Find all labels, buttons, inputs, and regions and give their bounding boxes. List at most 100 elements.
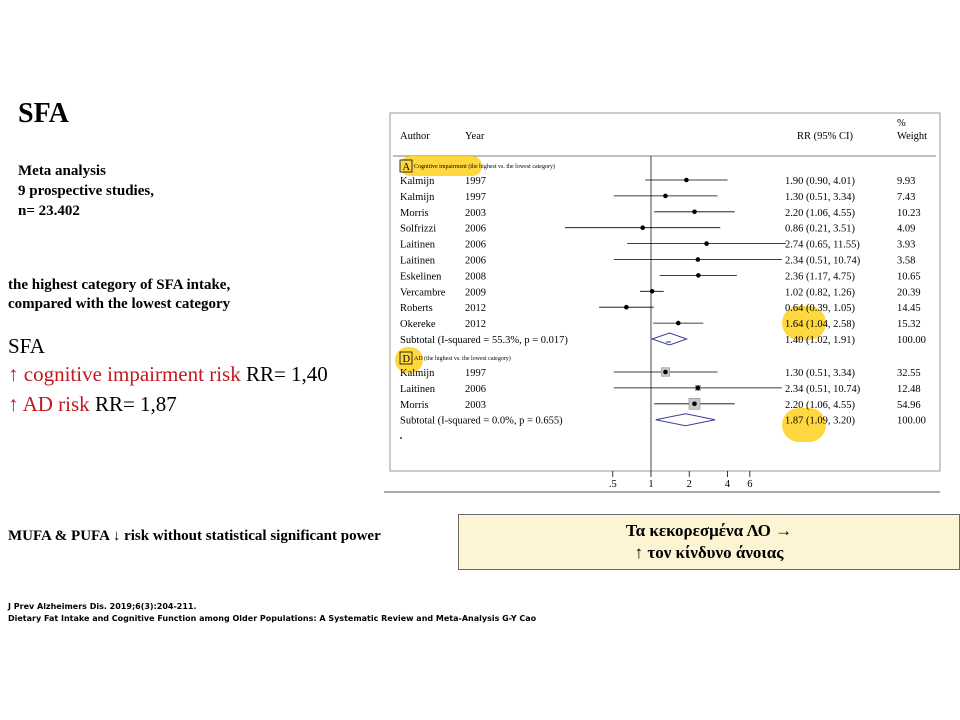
highlight-subtotal-d [782, 408, 826, 442]
col-author-header: Author [400, 131, 430, 142]
study-weight: 14.45 [897, 303, 921, 314]
col-weight-header-2: Weight [897, 131, 927, 142]
study-author: Eskelinen [400, 271, 442, 282]
group-label: Cognitive impairment (the highest vs. th… [414, 163, 555, 170]
study-year: 2003 [465, 208, 486, 219]
highlight-group-a [400, 156, 482, 176]
col-weight-header-1: % [897, 118, 906, 129]
study-ci: 1.02 (0.82, 1.26) [785, 287, 855, 298]
subtotal-ci: 1.40 (1.02, 1.91) [785, 335, 855, 346]
slide-title: SFA [18, 98, 69, 129]
study-point [704, 241, 709, 246]
result-cognitive: ↑ cognitive impairment risk RR= 1,40 [8, 362, 328, 387]
study-author: Kalmijn [400, 176, 435, 187]
study-point [695, 257, 701, 262]
group-d-dot [400, 437, 402, 439]
study-point [675, 320, 681, 326]
meta-line-2: 9 prospective studies, [18, 183, 154, 199]
study-ci: 2.20 (1.06, 4.55) [785, 400, 855, 411]
study-year: 2006 [465, 240, 486, 251]
study-weight: 32.55 [897, 368, 921, 379]
study-author: Solfrizzi [400, 224, 436, 235]
study-ci: 2.34 (0.51, 10.74) [785, 256, 861, 267]
study-point [649, 289, 655, 294]
x-tick-label: 2 [687, 479, 692, 490]
study-point [695, 385, 701, 391]
reference-journal: J Prev Alzheimers Dis. 2019;6(3):204-211… [8, 602, 197, 611]
study-ci: 2.74 (0.65, 11.55) [785, 240, 860, 251]
x-tick-label: 6 [747, 479, 752, 490]
study-point [696, 273, 701, 278]
x-tick-label: 1 [648, 479, 653, 490]
study-ci: 1.90 (0.90, 4.01) [785, 176, 855, 187]
study-weight: 10.65 [897, 271, 921, 282]
group-label: AD (the highest vs. the lowest category) [414, 355, 511, 362]
result-ad-value: RR= 1,87 [89, 392, 177, 416]
study-ci: 2.36 (1.17, 4.75) [785, 271, 855, 282]
group-letter: A [403, 162, 411, 173]
result-cognitive-value: RR= 1,40 [240, 362, 328, 386]
summary-box: Τα κεκορεσμένα ΛΟ → ↑ τον κίνδυνο άνοιας [458, 514, 960, 570]
result-cognitive-arrow: ↑ [8, 362, 19, 386]
study-author: Laitinen [400, 240, 436, 251]
x-tick-label: 4 [725, 479, 731, 490]
reference-title: Dietary Fat Intake and Cognitive Functio… [8, 614, 537, 623]
subtotal-ci: 1.87 (1.09, 3.20) [785, 416, 855, 427]
result-heading: SFA [8, 334, 45, 358]
study-weight: 9.93 [897, 176, 915, 187]
study-ci: 1.30 (0.51, 3.34) [785, 368, 855, 379]
study-point [640, 225, 645, 230]
study-year: 1997 [465, 368, 486, 379]
study-year: 2012 [465, 319, 486, 330]
subtotal-diamond [655, 413, 716, 427]
study-weight: 3.58 [897, 256, 915, 267]
study-weight: 12.48 [897, 384, 921, 395]
plot-frame [389, 112, 941, 472]
study-weight: 54.96 [897, 400, 921, 411]
study-weight: 4.09 [897, 224, 915, 235]
meta-line-1: Meta analysis [18, 163, 106, 179]
result-cognitive-label: cognitive impairment risk [23, 362, 241, 386]
subtotal-weight: 100.00 [897, 335, 926, 346]
summary-line-2: ↑ τον κίνδυνο άνοιας [634, 543, 784, 562]
group-letter-box [399, 159, 413, 173]
highlight-group-d [395, 347, 423, 373]
finding-line-2: compared with the lowest category [8, 296, 231, 312]
study-year: 2006 [465, 224, 486, 235]
study-ci: 2.34 (0.51, 10.74) [785, 384, 861, 395]
summary-line-1: Τα κεκορεσμένα ΛΟ → [625, 521, 793, 540]
subtotal-weight: 100.00 [897, 416, 926, 427]
study-ci: 2.20 (1.06, 4.55) [785, 208, 855, 219]
study-year: 2012 [465, 303, 486, 314]
study-year: 2006 [465, 256, 486, 267]
study-point [663, 369, 668, 375]
study-weight: 20.39 [897, 287, 921, 298]
study-author: Okereke [400, 319, 436, 330]
study-year: 2006 [465, 384, 486, 395]
study-ci: 1.64 (1.04, 2.58) [785, 319, 855, 330]
subtotal-label: Subtotal (I-squared = 0.0%, p = 0.655) [400, 416, 563, 427]
study-ci: 0.64 (0.39, 1.05) [785, 303, 855, 314]
study-year: 2008 [465, 271, 486, 282]
finding-line-1: the highest category of SFA intake, [8, 277, 231, 293]
study-author: Roberts [400, 303, 433, 314]
group-letter-box [399, 351, 413, 365]
study-author: Laitinen [400, 384, 436, 395]
col-rr-header: RR (95% CI) [797, 131, 854, 142]
study-author: Kalmijn [400, 368, 435, 379]
result-ad: ↑ AD risk RR= 1,87 [8, 392, 177, 417]
subtotal-diamond [650, 332, 689, 346]
study-ci: 0.86 (0.21, 3.51) [785, 224, 855, 235]
study-weight: 15.32 [897, 319, 921, 330]
study-weight: 3.93 [897, 240, 915, 251]
study-author: Kalmijn [400, 192, 435, 203]
study-author: Laitinen [400, 256, 436, 267]
study-year: 1997 [465, 176, 486, 187]
study-weight: 10.23 [897, 208, 921, 219]
result-ad-label: AD risk [22, 392, 90, 416]
study-author: Vercambre [400, 287, 446, 298]
study-year: 1997 [465, 192, 486, 203]
study-point [663, 193, 668, 199]
highlight-subtotal-a [782, 306, 826, 340]
